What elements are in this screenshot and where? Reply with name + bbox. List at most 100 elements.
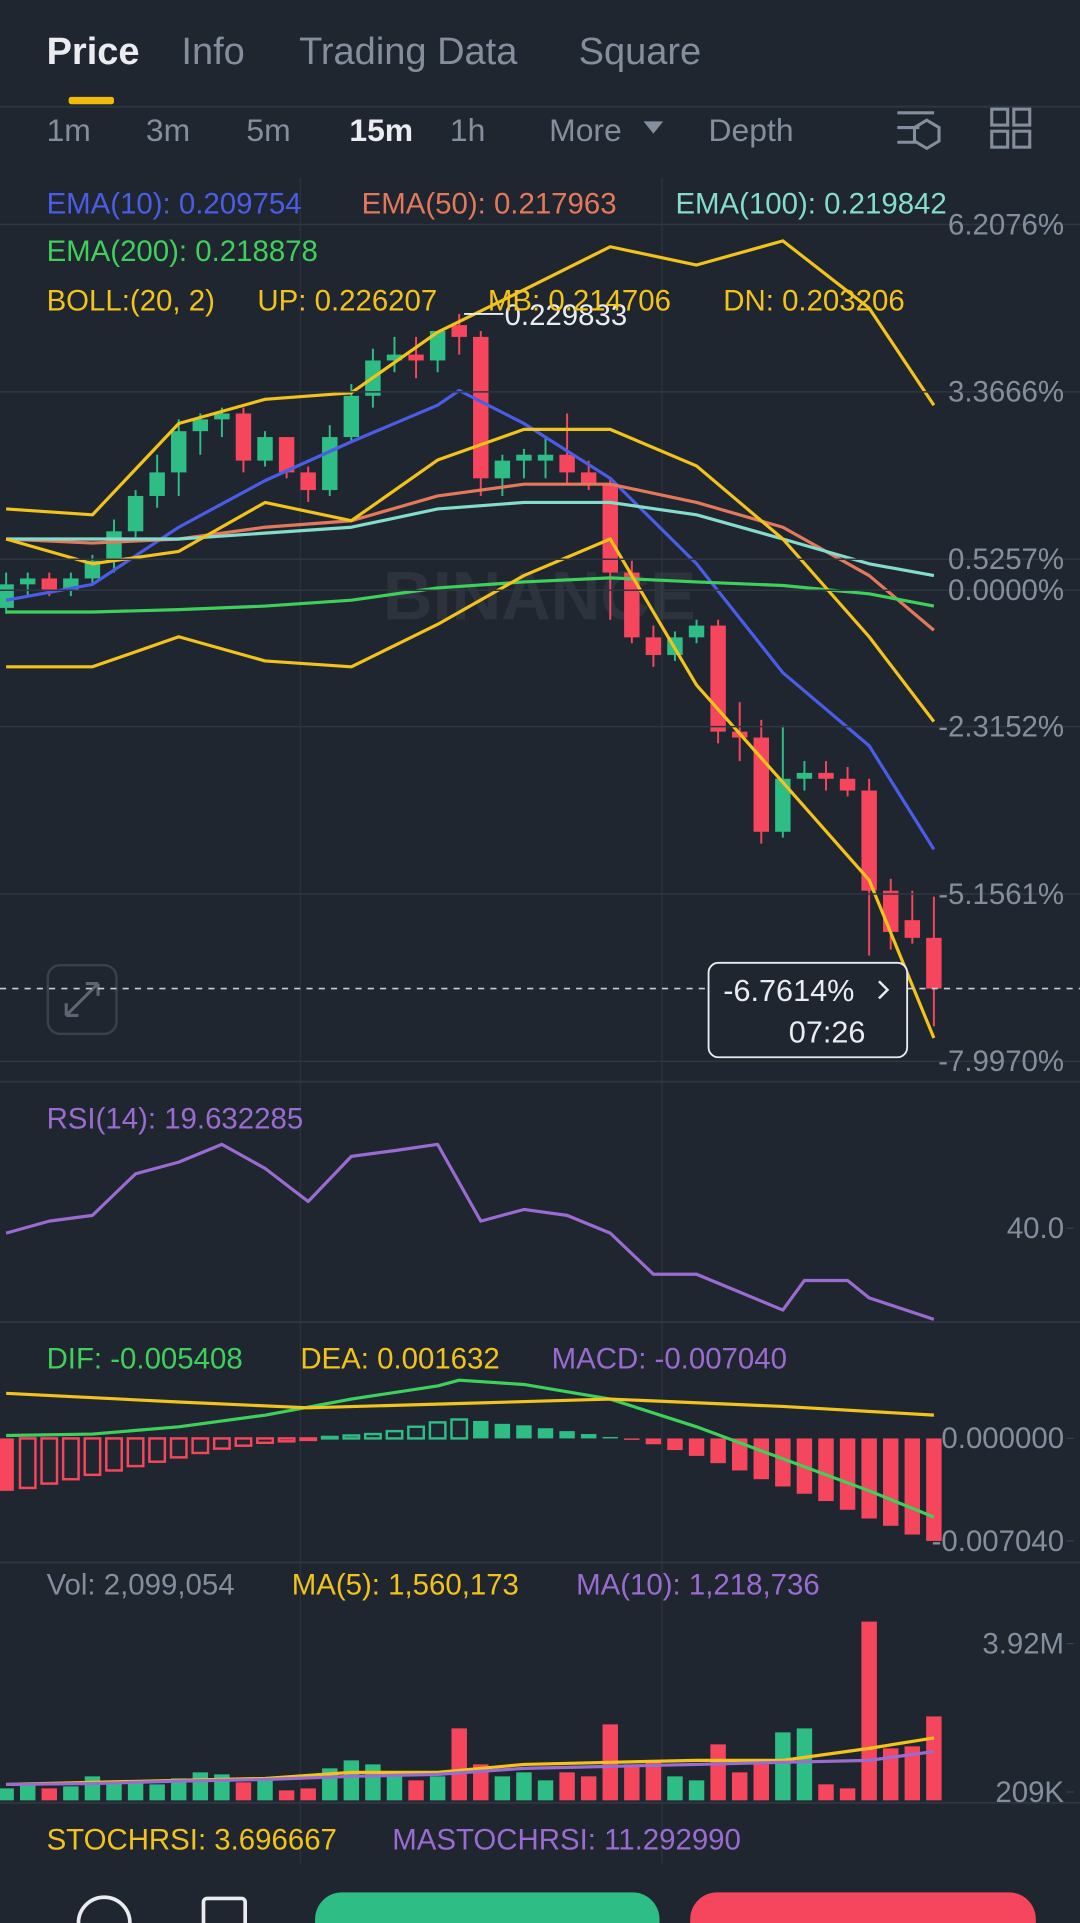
legend-entry: EMA(100): 0.219842: [675, 187, 946, 220]
interval[interactable]: 15m: [349, 112, 413, 148]
candle-body: [429, 331, 446, 361]
interval[interactable]: 3m: [146, 112, 190, 148]
tab[interactable]: Price: [47, 31, 140, 73]
toolbar-icons[interactable]: [897, 107, 1032, 151]
bar: [19, 1782, 36, 1801]
bar: [428, 1421, 447, 1440]
candle-body: [839, 778, 856, 791]
legend-entry: DEA: 0.001632: [300, 1343, 499, 1376]
candle-body: [278, 437, 295, 473]
interval[interactable]: More: [549, 112, 622, 148]
bar: [300, 1788, 316, 1801]
bar: [149, 1784, 165, 1801]
candle-body: [645, 637, 662, 656]
candle-body: [257, 437, 273, 461]
bar: [861, 1621, 877, 1801]
layout-icon: [1012, 107, 1032, 127]
candle-body: [19, 578, 36, 585]
y-tick-label: 3.3666%: [948, 376, 1064, 409]
candle-body: [106, 531, 122, 561]
candle-body: [300, 472, 316, 491]
bar: [192, 1772, 209, 1801]
indicator-line: [5, 427, 936, 723]
buy-button[interactable]: [315, 1892, 660, 1923]
expand-frame[interactable]: [46, 963, 118, 1036]
legend-entry: MACD: -0.007040: [552, 1343, 787, 1376]
candle-body: [84, 560, 101, 579]
expand-button[interactable]: [46, 963, 118, 1036]
bar: [710, 1744, 726, 1801]
bar: [41, 1788, 58, 1801]
bar: [775, 1438, 791, 1487]
bar: [904, 1746, 921, 1801]
bar: [429, 1776, 446, 1801]
bar: [84, 1776, 101, 1801]
legend-entry: RSI(14): 19.632285: [47, 1102, 304, 1135]
candle-body: [408, 354, 424, 361]
bar: [61, 1437, 80, 1481]
high-label: 0.229833: [505, 299, 628, 332]
bar: [408, 1780, 424, 1801]
legend-entry: EMA(50): 0.217963: [362, 187, 617, 220]
legend-entry: MA(5): 1,560,173: [292, 1568, 519, 1601]
tab[interactable]: Square: [579, 31, 702, 73]
bar: [363, 1432, 382, 1440]
candle-body: [904, 920, 921, 938]
bar: [839, 1438, 856, 1510]
tab[interactable]: Info: [181, 31, 244, 73]
legend-entry: MA(10): 1,218,736: [576, 1568, 820, 1601]
bar: [343, 1760, 360, 1801]
bar: [127, 1780, 144, 1801]
orders-icon[interactable]: [201, 1896, 248, 1923]
indicator-icon-hex: [912, 118, 941, 151]
candle-body: [149, 472, 165, 496]
candle-body: [41, 578, 58, 591]
bar: [126, 1437, 145, 1468]
tab[interactable]: Trading Data: [299, 31, 518, 73]
bottom-bar: [76, 1892, 1036, 1923]
bar: [775, 1732, 791, 1801]
bar: [559, 1772, 575, 1801]
bar: [106, 1782, 122, 1801]
indicator-line: [6, 1391, 934, 1417]
bar: [256, 1437, 274, 1445]
bar: [40, 1437, 59, 1485]
legend-entry: EMA(10): 0.209754: [47, 187, 302, 220]
y-tick-label: 209K: [995, 1776, 1064, 1809]
indicator-line: [6, 239, 936, 517]
current-price-box[interactable]: [707, 961, 909, 1059]
legend-entry: Vol: 2,099,054: [47, 1568, 235, 1601]
y-tick-label: 6.2076%: [948, 208, 1064, 241]
sell-button[interactable]: [690, 1892, 1036, 1923]
current-price-label[interactable]: -6.7614%: [723, 974, 854, 1008]
bar: [299, 1437, 318, 1442]
chat-icon[interactable]: [76, 1895, 132, 1923]
interval[interactable]: 1h: [450, 112, 485, 148]
candle-body: [386, 354, 403, 361]
bar: [818, 1784, 834, 1801]
y-tick-label: -2.3152%: [938, 710, 1064, 743]
bar: [0, 1438, 14, 1491]
bar: [450, 1418, 469, 1440]
layout-icon: [990, 129, 1010, 149]
y-tick-label: -7.9970%: [938, 1045, 1064, 1078]
bar: [710, 1438, 726, 1464]
bar: [753, 1764, 769, 1801]
bar: [839, 1788, 856, 1801]
interval[interactable]: Depth: [709, 112, 794, 148]
indicator-line: [5, 388, 936, 851]
candle-body: [883, 890, 899, 932]
candle-body: [818, 772, 834, 779]
layout-icon[interactable]: [990, 107, 1010, 127]
bar: [753, 1438, 769, 1480]
bar: [580, 1434, 597, 1439]
bar: [494, 1776, 511, 1801]
bar: [148, 1437, 167, 1463]
interval[interactable]: 1m: [47, 112, 91, 148]
candle-body: [775, 778, 791, 832]
bar: [473, 1420, 489, 1439]
more-caret[interactable]: [643, 121, 664, 134]
bar: [688, 1438, 705, 1456]
interval[interactable]: 5m: [246, 112, 290, 148]
